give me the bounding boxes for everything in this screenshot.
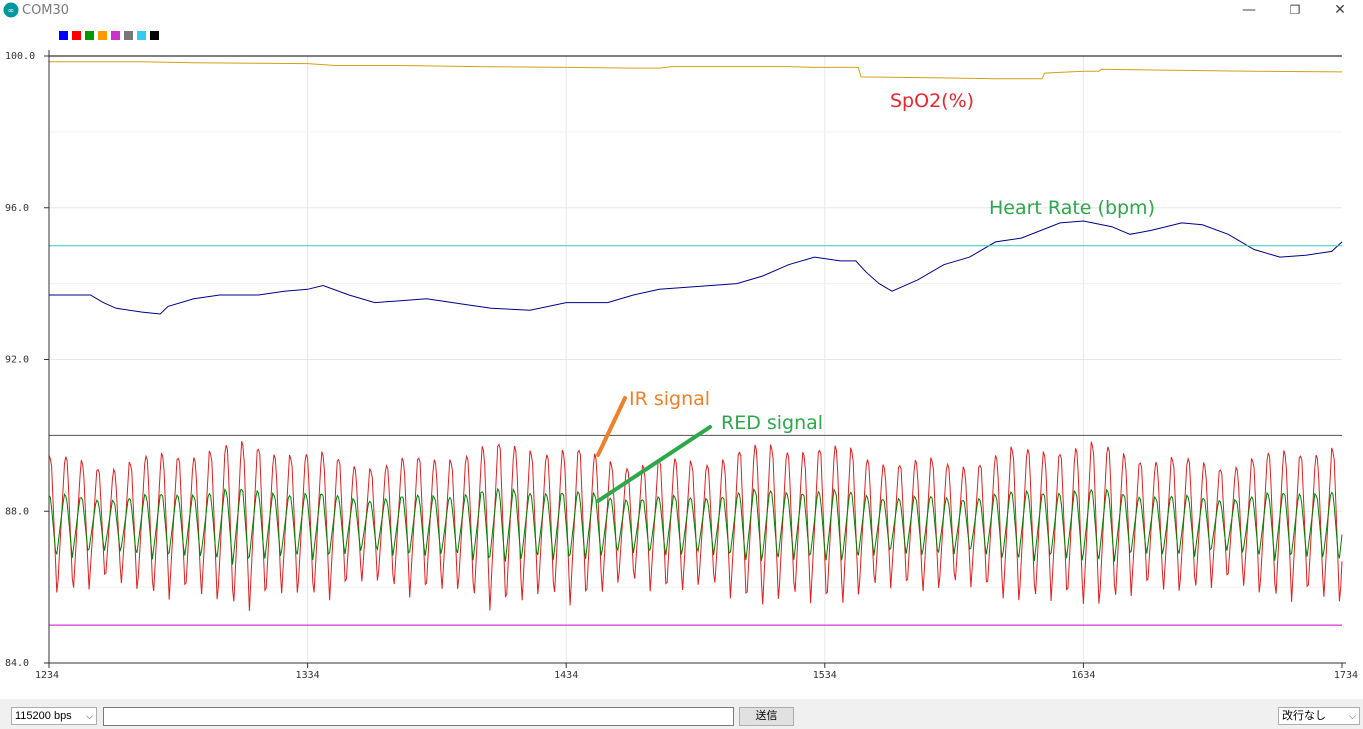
close-button[interactable]: ✕ [1334, 2, 1346, 18]
legend-swatch [124, 31, 133, 40]
x-tick-label: 1234 [35, 670, 59, 681]
legend-swatch [72, 31, 81, 40]
ir-pointer-stroke [596, 396, 627, 457]
y-tick-label: 88.0 [5, 506, 29, 517]
y-tick-label: 100.0 [5, 51, 35, 62]
y-tick-label: 96.0 [5, 203, 29, 214]
axes: 1234 1334 1434 1534 1634 1734 84.0 88.0 92.0 96.0… [5, 50, 1358, 681]
x-tick-label: 1434 [554, 670, 578, 681]
legend-swatch [98, 31, 107, 40]
baud-rate-value: 115200 bps [15, 710, 72, 722]
annotation-label: IR signal [629, 388, 710, 410]
x-tick-label: 1734 [1334, 670, 1358, 681]
red-pointer-stroke [596, 425, 712, 503]
annotation-label: Heart Rate (bpm) [989, 197, 1155, 219]
maximize-button[interactable]: ❐ [1289, 3, 1301, 17]
send-input[interactable] [103, 707, 734, 726]
bottom-toolbar: 115200 bps ⌵ 送信 改行なし ⌵ [0, 699, 1363, 729]
legend-swatch [59, 31, 68, 40]
arduino-icon: ∞ [3, 2, 19, 18]
series-line-6 [48, 440, 1343, 611]
plot-series [48, 55, 1343, 626]
legend-swatch [85, 31, 94, 40]
send-button[interactable]: 送信 [739, 707, 794, 726]
x-tick-label: 1534 [813, 670, 837, 681]
annotations: SpO2(%) Heart Rate (bpm) IR signal RED sign… [596, 90, 1155, 503]
annotation-label: RED signal [721, 412, 823, 434]
annotation-label: SpO2(%) [890, 90, 974, 112]
line-ending-select[interactable]: 改行なし ⌵ [1278, 707, 1360, 725]
y-tick-label: 92.0 [5, 355, 29, 366]
chevron-down-icon: ⌵ [86, 711, 93, 721]
line-ending-value: 改行なし [1282, 710, 1326, 722]
legend-swatch [150, 31, 159, 40]
title-bar: ∞ COM30 — ❐ ✕ [0, 0, 1363, 22]
serial-plotter-chart: 1234 1334 1434 1534 1634 1734 84.0 88.0 92.0 96.0… [5, 50, 1358, 681]
x-tick-label: 1334 [296, 670, 320, 681]
y-tick-label: 84.0 [5, 658, 29, 669]
series-line-0 [49, 61, 1343, 80]
series-line-7 [48, 487, 1343, 565]
baud-rate-select[interactable]: 115200 bps ⌵ [11, 707, 97, 725]
series-line-1 [49, 220, 1343, 315]
window-title: COM30 [22, 3, 70, 18]
legend-swatch [137, 31, 146, 40]
chevron-down-icon: ⌵ [1349, 711, 1356, 721]
minimize-button[interactable]: — [1242, 2, 1256, 18]
x-tick-label: 1634 [1071, 670, 1095, 681]
svg-text:∞: ∞ [8, 6, 15, 15]
legend-swatch [111, 31, 120, 40]
